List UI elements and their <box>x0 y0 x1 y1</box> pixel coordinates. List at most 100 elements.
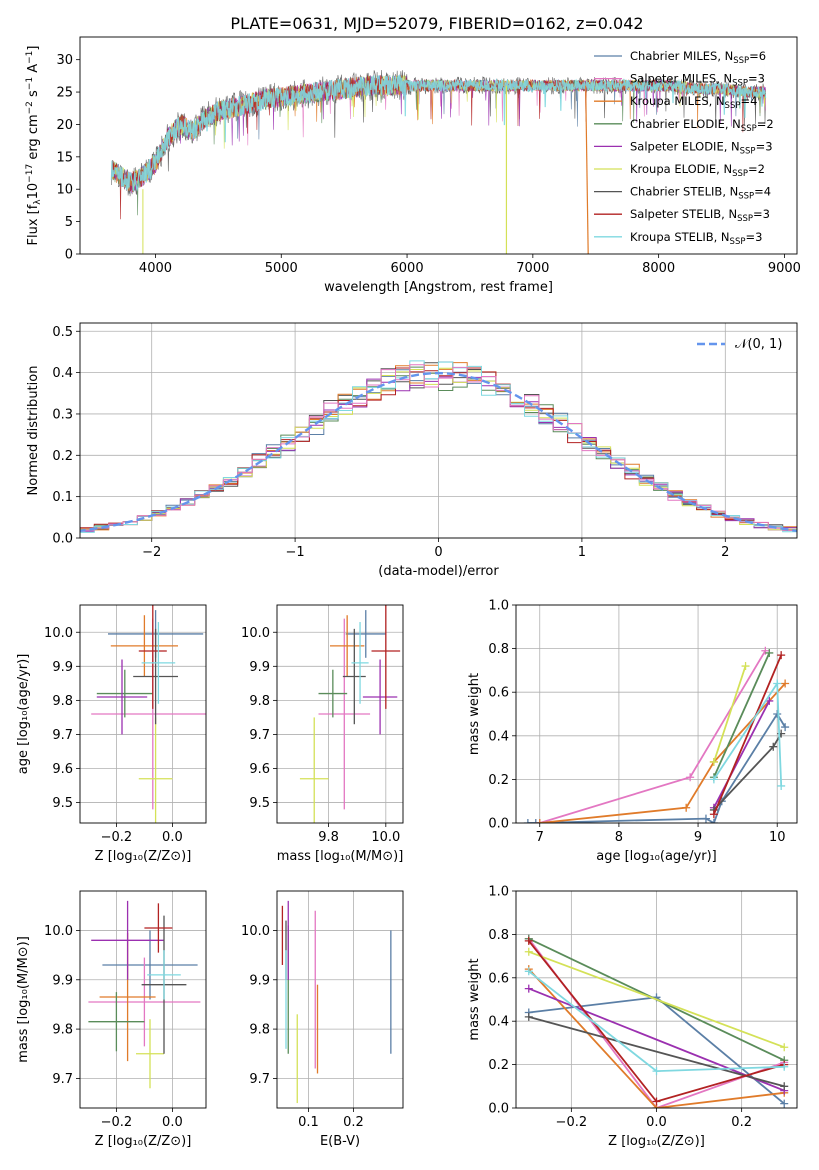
spectrum-dropout <box>585 85 589 254</box>
y-tick-label: 15 <box>56 150 73 165</box>
x-tick-label: 9.8 <box>318 830 339 845</box>
y-tick-label: 9.9 <box>249 973 270 988</box>
x-axis-label: (data-model)/error <box>378 564 499 579</box>
y-tick-label: 9.7 <box>249 728 270 743</box>
legend-label: Kroupa STELIB, NSSP=3 <box>630 230 762 247</box>
x-tick-label: −0.2 <box>101 830 133 845</box>
y-axis-label-part: 10 <box>26 183 41 200</box>
weight-point <box>780 1043 789 1052</box>
spectrum-series <box>110 73 767 192</box>
y-tick-label: 0.2 <box>488 773 509 788</box>
axes-frame <box>79 604 207 824</box>
weight-point <box>765 648 774 657</box>
y-tick-label: 0.8 <box>488 928 509 943</box>
x-tick-label: 5000 <box>265 261 298 276</box>
y-tick-label: 0 <box>65 248 73 263</box>
weight-point <box>523 819 532 823</box>
weight-series <box>713 733 782 811</box>
legend-tail: =3 <box>753 207 770 221</box>
weight-point <box>535 819 544 823</box>
weight-point <box>701 814 710 823</box>
x-tick-label: 7 <box>536 830 544 845</box>
legend-tail: =3 <box>756 139 773 153</box>
panel-age-vs-mass: 9.8 10.0 9.5 9.6 9.7 9.8 9.9 10.0 mass [log₁₀(M/… <box>241 604 404 864</box>
legend-sub: SSP <box>732 79 748 89</box>
legend-name: Salpeter ELODIE, N <box>630 139 740 153</box>
panel-massweight-vs-age: 7 8 9 10 0.0 0.2 0.4 0.6 0.8 1.0 age [log₁₀(age/yr… <box>467 599 798 864</box>
weight-point <box>709 819 718 823</box>
panel-massweight-vs-Z: −0.2 0.0 0.2 0.0 0.2 0.4 0.6 0.8 1.0 Z [log₁₀(Z/Z… <box>467 885 798 1149</box>
figure-title: PLATE=0631, MJD=52079, FIBERID=0162, z=0… <box>230 14 643 33</box>
plot-area-massweight-vs-Z <box>524 934 789 1108</box>
legend-sub: SSP <box>730 237 746 247</box>
axes-frame <box>276 604 404 824</box>
legend-label: Salpeter ELODIE, NSSP=3 <box>630 139 773 156</box>
weight-point <box>781 723 790 732</box>
y-tick-label: 0.2 <box>488 1058 509 1073</box>
legend-label: Salpeter MILES, NSSP=3 <box>630 72 765 89</box>
weight-series <box>528 968 785 1108</box>
x-axis-label: age [log₁₀(age/yr)] <box>596 849 717 864</box>
weight-point <box>769 742 778 751</box>
weight-point <box>709 757 718 766</box>
legend-name: Salpeter STELIB, N <box>630 207 737 221</box>
legend-label: Salpeter STELIB, NSSP=3 <box>630 207 770 224</box>
weight-point <box>741 662 750 671</box>
y-tick-label: 9.8 <box>52 1023 73 1038</box>
x-tick-label: −0.2 <box>556 1115 588 1130</box>
weight-point <box>524 947 533 956</box>
y-axis-label-part: −17 <box>25 164 35 183</box>
x-tick-label: 0.0 <box>162 830 183 845</box>
weight-point <box>780 1062 789 1071</box>
x-tick-label: −2 <box>142 545 161 560</box>
weight-point <box>709 775 718 784</box>
legend-sub: SSP <box>732 169 748 179</box>
y-tick-label: 1.0 <box>488 599 509 614</box>
y-axis-label-part: −1 <box>25 77 35 90</box>
axes-layer: 4000 5000 6000 7000 8000 9000051015202530wave… <box>16 36 801 1149</box>
legend-tail: =6 <box>749 49 766 63</box>
panel-mass-vs-Z: −0.2 0.0 9.7 9.8 9.9 10.0 Z [log₁₀(Z/Z⊙)] mass … <box>16 890 207 1149</box>
weight-point <box>781 679 790 688</box>
x-tick-label: 7000 <box>516 261 549 276</box>
x-tick-label: −0.2 <box>101 1115 133 1130</box>
weight-point <box>773 710 782 718</box>
plot-area-age-vs-Z <box>91 605 206 823</box>
x-axis-label: Z [log₁₀(Z/Z⊙)] <box>95 849 192 864</box>
y-tick-label: 9.8 <box>249 1023 270 1038</box>
y-tick-label: 9.7 <box>52 728 73 743</box>
x-tick-label: 8 <box>615 830 623 845</box>
y-tick-label: 1.0 <box>488 885 509 900</box>
y-tick-label: 0.4 <box>52 366 73 381</box>
x-axis-label: Z [log₁₀(Z/Z⊙)] <box>608 1134 705 1149</box>
legend-name: Salpeter MILES, N <box>630 72 732 86</box>
y-tick-label: 9.9 <box>52 973 73 988</box>
legend-label: Chabrier MILES, NSSP=6 <box>630 49 766 66</box>
weight-point <box>682 803 691 812</box>
y-tick-label: 10.0 <box>241 924 270 939</box>
y-tick-label: 0.0 <box>488 1102 509 1117</box>
weight-point <box>652 1067 661 1076</box>
histogram-series <box>80 364 797 532</box>
weight-point <box>524 984 533 993</box>
weight-point <box>524 1012 533 1021</box>
y-axis-label: Flux [fλ10−17 erg cm−2 s−1 A−1] <box>25 46 43 246</box>
y-axis-label: age [log₁₀(age/yr)] <box>16 654 31 775</box>
y-tick-label: 25 <box>56 86 73 101</box>
x-tick-label: −1 <box>286 545 305 560</box>
y-tick-label: 9.9 <box>52 660 73 675</box>
x-tick-label: 10 <box>769 830 786 845</box>
legend-name: Chabrier STELIB, N <box>630 185 738 199</box>
y-axis-label-part: s <box>26 90 41 101</box>
y-tick-label: 10.0 <box>44 924 73 939</box>
y-tick-label: 10.0 <box>44 626 73 641</box>
weight-point <box>777 651 786 660</box>
weight-series <box>528 950 785 1049</box>
legend-name: Kroupa ELODIE, N <box>630 162 732 176</box>
y-tick-label: 0.2 <box>52 449 73 464</box>
legend-tail: =4 <box>754 185 771 199</box>
y-tick-label: 9.5 <box>52 796 73 811</box>
y-tick-label: 0.6 <box>488 971 509 986</box>
weight-series <box>713 654 783 815</box>
weight-point <box>780 1099 789 1108</box>
